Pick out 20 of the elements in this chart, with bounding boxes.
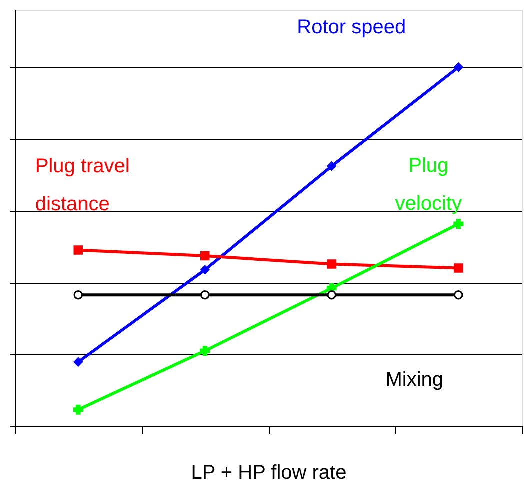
point (454, 290, 464, 300)
x-axis-title: LP + HP flow rate (191, 462, 347, 484)
point (454, 264, 464, 273)
point (73, 404, 84, 415)
text: Mixing (386, 369, 444, 392)
point (200, 265, 210, 275)
point (200, 251, 210, 261)
point (74, 290, 83, 300)
point (327, 260, 336, 269)
text: Rotor speed (297, 16, 406, 38)
point (327, 290, 336, 300)
point (74, 358, 83, 367)
point (74, 246, 83, 255)
point (454, 62, 464, 72)
point (327, 162, 336, 171)
series-label: Plug travel distance (35, 155, 130, 216)
series-label: Plug velocity (395, 155, 462, 216)
point (454, 219, 464, 230)
point (200, 346, 210, 356)
point (200, 290, 210, 300)
